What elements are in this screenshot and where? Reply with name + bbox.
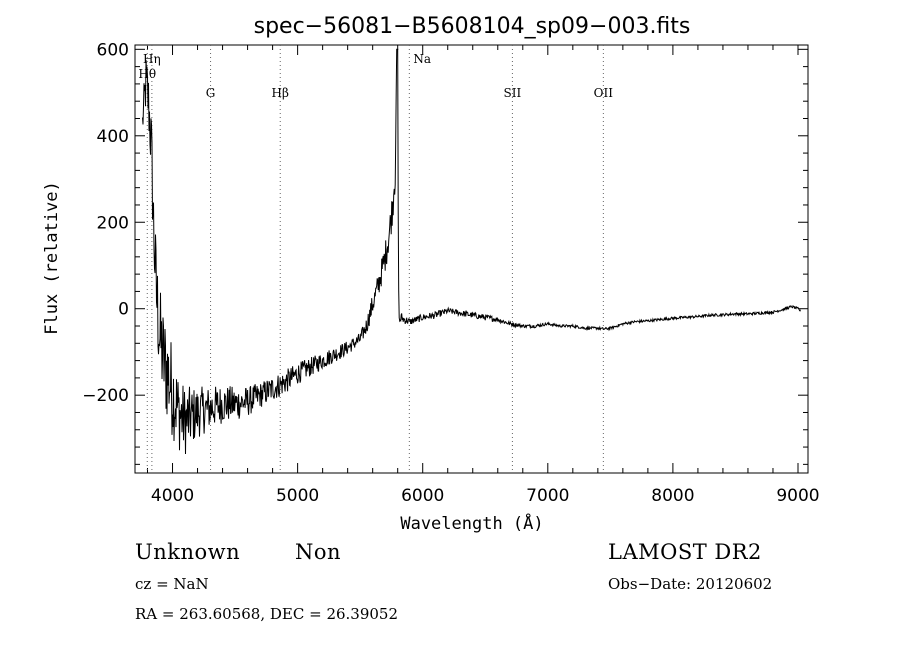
plot-area: 4000 5000 6000 7000 8000 9000 600 400 200 0 −200 Hη… bbox=[82, 40, 819, 506]
line-marker-label: Hβ bbox=[272, 86, 289, 100]
coordinates: RA = 263.60568, DEC = 26.39052 bbox=[135, 605, 399, 623]
y-tick-label: −200 bbox=[82, 386, 129, 406]
x-axis-label: Wavelength (Å) bbox=[400, 512, 543, 534]
cz-value: cz = NaN bbox=[135, 575, 209, 593]
plot-frame bbox=[134, 44, 809, 474]
line-marker-label: SII bbox=[504, 86, 522, 100]
line-marker-label: Hη bbox=[143, 52, 161, 66]
class-label: Unknown bbox=[135, 540, 241, 564]
x-tick-label: 6000 bbox=[401, 486, 444, 506]
x-tick-label: 4000 bbox=[151, 486, 194, 506]
line-marker-label: G bbox=[206, 86, 216, 100]
obs-date: Obs−Date: 20120602 bbox=[608, 575, 773, 593]
y-tick-label: 200 bbox=[97, 213, 129, 233]
spectrum-line bbox=[142, 48, 801, 455]
x-tick-label: 5000 bbox=[276, 486, 319, 506]
x-tick-label: 9000 bbox=[776, 486, 819, 506]
subclass-label: Non bbox=[295, 540, 342, 564]
y-axis-label: Flux (relative) bbox=[42, 181, 62, 335]
chart-title: spec−56081−B5608104_sp09−003.fits bbox=[254, 14, 691, 39]
line-marker-label: OII bbox=[594, 86, 614, 100]
y-tick-label: 400 bbox=[97, 127, 129, 147]
survey-label: LAMOST DR2 bbox=[608, 540, 762, 564]
line-marker-label: Na bbox=[413, 52, 431, 66]
y-tick-label: 600 bbox=[97, 40, 129, 60]
x-tick-label: 7000 bbox=[526, 486, 569, 506]
x-tick-label: 8000 bbox=[651, 486, 694, 506]
y-tick-label: 0 bbox=[118, 300, 129, 320]
